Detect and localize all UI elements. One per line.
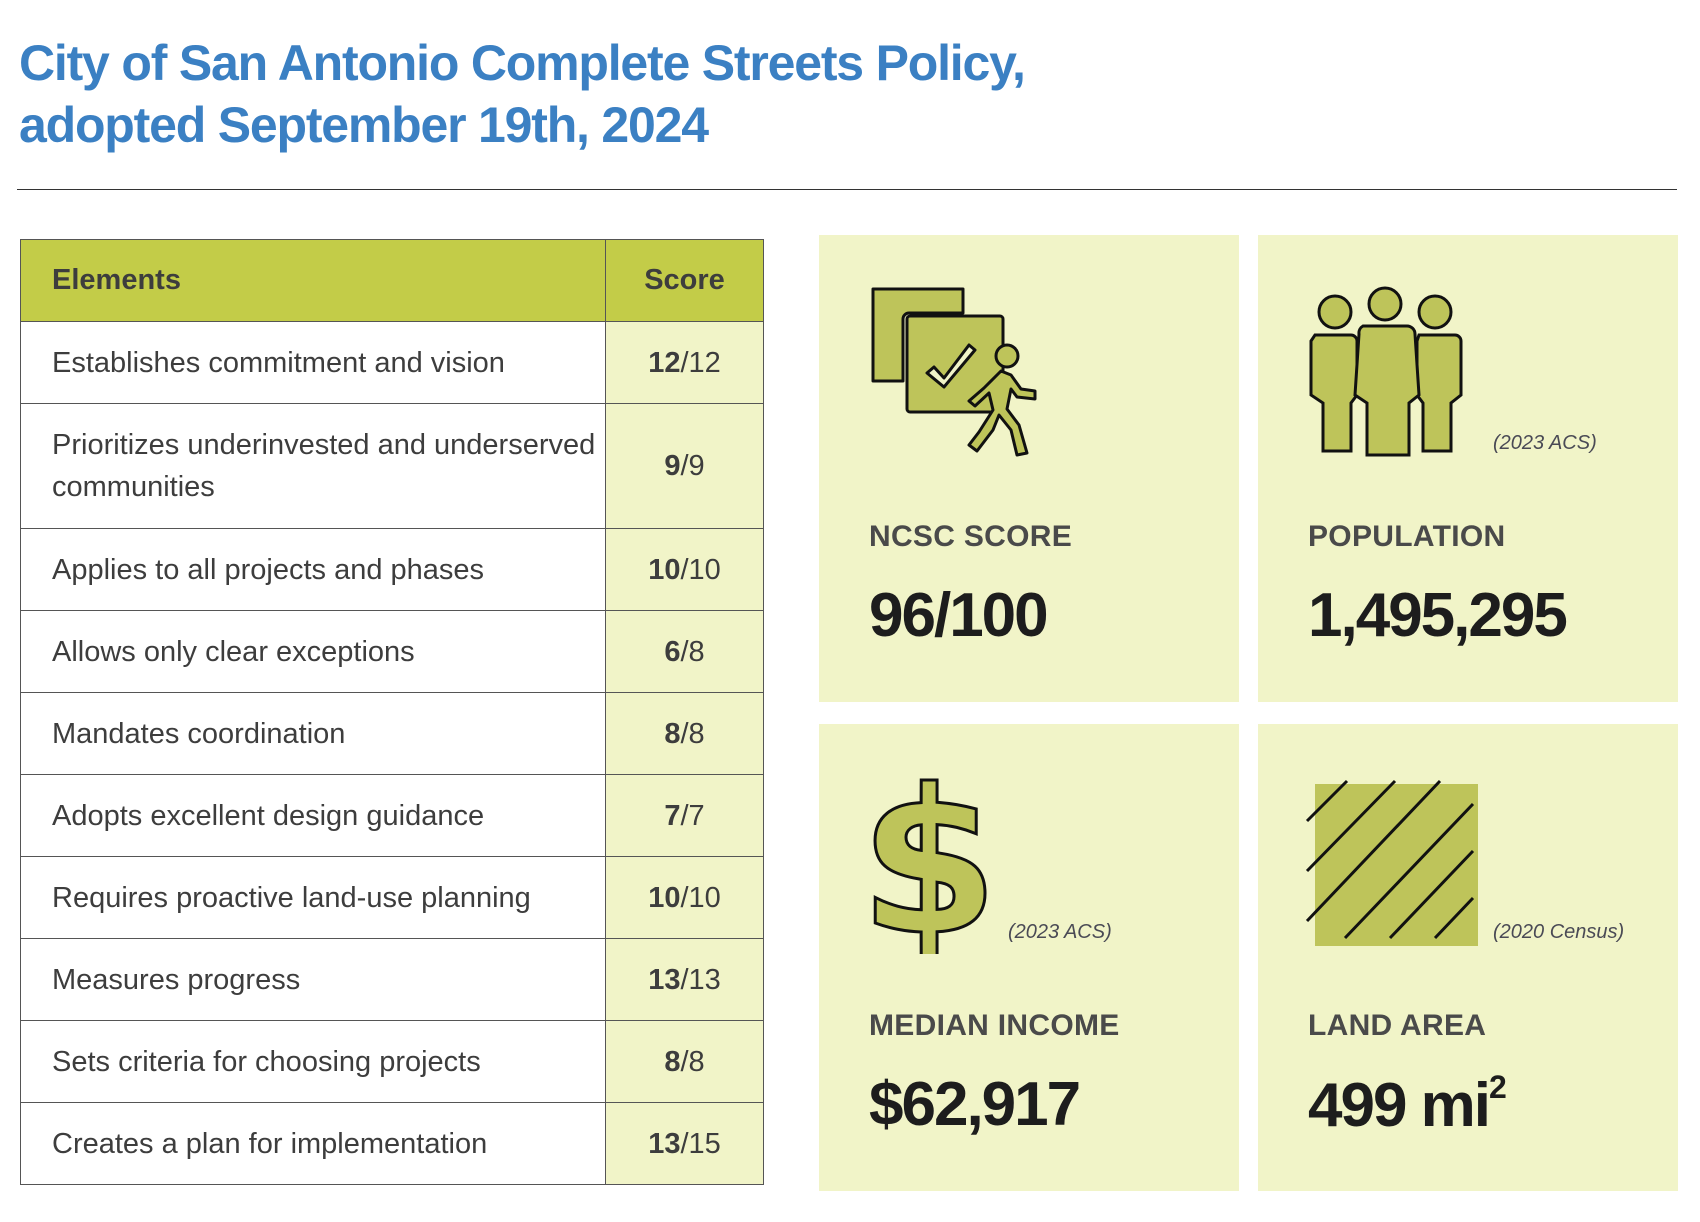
element-name: Allows only clear exceptions — [20, 610, 606, 693]
land-area-label: LAND AREA — [1308, 1009, 1487, 1042]
score-total: /10 — [680, 553, 721, 586]
score-earned: 13 — [648, 1127, 681, 1160]
score-total: /8 — [680, 635, 705, 668]
title-line-2: adopted September 19th, 2024 — [19, 97, 709, 153]
table-row: Adopts excellent design guidance 7/7 — [20, 774, 764, 857]
table-header: Elements Score — [20, 239, 764, 322]
population-value: 1,495,295 — [1308, 581, 1568, 650]
score-earned: 8 — [664, 717, 681, 750]
element-score: 10/10 — [605, 528, 764, 611]
score-total: /7 — [680, 799, 705, 832]
land-area-source: (2020 Census) — [1493, 921, 1625, 943]
median-income-value: $62,917 — [869, 1070, 1081, 1139]
svg-text:$: $ — [867, 774, 992, 954]
score-earned: 8 — [664, 1045, 681, 1078]
ncsc-score-value: 96/100 — [869, 581, 1049, 650]
population-panel: (2023 ACS) POPULATION 1,495,295 — [1258, 235, 1678, 702]
table-row: Establishes commitment and vision 12/12 — [20, 321, 764, 404]
median-income-label: MEDIAN INCOME — [869, 1009, 1120, 1042]
element-score: 8/8 — [605, 1020, 764, 1103]
table-row: Applies to all projects and phases 10/10 — [20, 528, 764, 611]
table-row: Requires proactive land-use planning 10/… — [20, 856, 764, 939]
score-earned: 13 — [648, 963, 681, 996]
land-area-unit-exponent: 2 — [1489, 1069, 1507, 1105]
table-row: Mandates coordination 8/8 — [20, 692, 764, 775]
element-score: 8/8 — [605, 692, 764, 775]
population-source: (2023 ACS) — [1493, 432, 1597, 454]
income-source: (2023 ACS) — [1008, 921, 1112, 943]
element-score: 10/10 — [605, 856, 764, 939]
land-area-value: 499 mi2 — [1308, 1069, 1507, 1141]
element-score: 12/12 — [605, 321, 764, 404]
score-total: /15 — [680, 1127, 721, 1160]
score-total: /13 — [680, 963, 721, 996]
dollar-icon: $ — [867, 774, 992, 954]
land-area-panel: (2020 Census) LAND AREA 499 mi2 — [1258, 724, 1678, 1191]
title-line-1: City of San Antonio Complete Streets Pol… — [19, 35, 1026, 91]
score-total: /12 — [680, 346, 721, 379]
table-row: Prioritizes underinvested and underserve… — [20, 403, 764, 529]
table-row: Creates a plan for implementation 13/15 — [20, 1102, 764, 1185]
score-earned: 6 — [664, 635, 681, 668]
table-row: Measures progress 13/13 — [20, 938, 764, 1021]
score-earned: 12 — [648, 346, 681, 379]
score-total: /10 — [680, 881, 721, 914]
element-score: 6/8 — [605, 610, 764, 693]
element-name: Adopts excellent design guidance — [20, 774, 606, 857]
element-name: Mandates coordination — [20, 692, 606, 775]
divider — [17, 189, 1677, 190]
score-earned: 10 — [648, 881, 681, 914]
element-name: Applies to all projects and phases — [20, 528, 606, 611]
table-row: Sets criteria for choosing projects 8/8 — [20, 1020, 764, 1103]
header-score: Score — [605, 239, 764, 322]
element-score: 7/7 — [605, 774, 764, 857]
element-name: Creates a plan for implementation — [20, 1102, 606, 1185]
score-earned: 9 — [664, 450, 681, 482]
elements-score-table: Elements Score Establishes commitment an… — [20, 239, 764, 1185]
element-score: 9/9 — [605, 403, 764, 529]
score-earned: 10 — [648, 553, 681, 586]
page-title: City of San Antonio Complete Streets Pol… — [19, 32, 1026, 156]
element-name: Prioritizes underinvested and underserve… — [20, 403, 606, 529]
ncsc-score-label: NCSC SCORE — [869, 520, 1073, 553]
score-total: /8 — [680, 1045, 705, 1078]
element-name: Establishes commitment and vision — [20, 321, 606, 404]
score-total: /8 — [680, 717, 705, 750]
policy-checklist-pedestrian-icon — [871, 287, 1037, 457]
people-icon — [1309, 286, 1463, 457]
element-name: Sets criteria for choosing projects — [20, 1020, 606, 1103]
median-income-panel: $ (2023 ACS) MEDIAN INCOME $62,917 — [819, 724, 1239, 1191]
score-earned: 7 — [664, 799, 681, 832]
element-name: Measures progress — [20, 938, 606, 1021]
hatched-area-icon — [1305, 779, 1478, 946]
element-score: 13/13 — [605, 938, 764, 1021]
element-score: 13/15 — [605, 1102, 764, 1185]
table-row: Allows only clear exceptions 6/8 — [20, 610, 764, 693]
element-name: Requires proactive land-use planning — [20, 856, 606, 939]
score-total: /9 — [680, 450, 705, 482]
header-elements: Elements — [20, 239, 606, 322]
land-area-number: 499 mi — [1308, 1071, 1491, 1140]
population-label: POPULATION — [1308, 520, 1506, 553]
ncsc-score-panel: NCSC SCORE 96/100 — [819, 235, 1239, 702]
